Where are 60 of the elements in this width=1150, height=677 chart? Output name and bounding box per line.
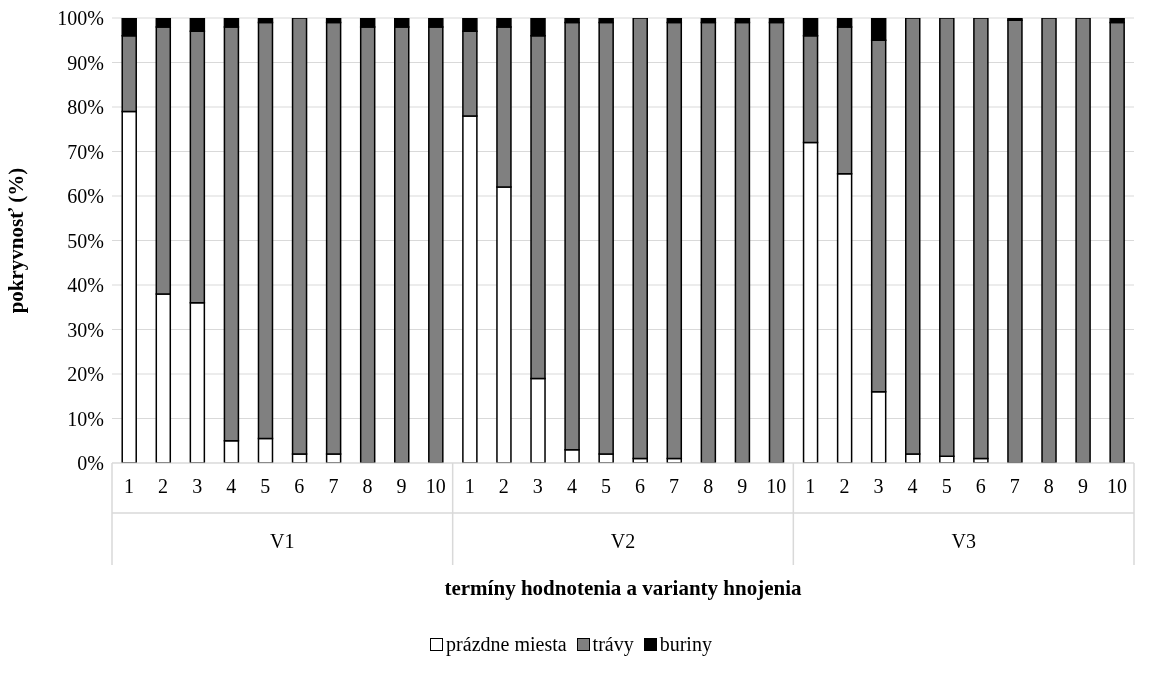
- x-tick-label: 6: [294, 475, 305, 497]
- x-tick-label: 1: [124, 475, 135, 497]
- y-axis-title: pokryvnosť (%): [4, 167, 29, 314]
- x-tick-label: 8: [362, 475, 373, 497]
- bar: [632, 18, 648, 460]
- x-tick-label: 6: [975, 475, 986, 497]
- x-tick-label: 7: [1009, 475, 1020, 497]
- bar: [1041, 18, 1057, 463]
- x-tick-label: 5: [941, 475, 952, 497]
- x-tick-label: 1: [805, 475, 816, 497]
- x-tick-label: 5: [600, 475, 611, 497]
- y-tick-label: 90%: [67, 51, 104, 74]
- bar: [666, 21, 683, 460]
- y-tick-label: 70%: [67, 140, 104, 163]
- x-tick-label: 9: [396, 475, 407, 497]
- y-tick-label: 50%: [67, 229, 104, 252]
- bar: [1007, 19, 1023, 463]
- text: V1: [270, 530, 295, 552]
- x-axis-title: termíny hodnotenia a varianty hnojenia: [444, 576, 802, 600]
- x-tick-label: 9: [737, 475, 748, 497]
- x-tick-label: 8: [703, 475, 714, 497]
- legend-label: buriny: [659, 633, 712, 656]
- x-tick-label: 10: [425, 475, 446, 497]
- y-tick-label: 100%: [57, 7, 104, 30]
- x-tick-label: 10: [766, 475, 787, 497]
- y-tick-label: 20%: [67, 363, 104, 386]
- x-tick-label: 1: [464, 475, 475, 497]
- bar: [1075, 18, 1091, 463]
- x-tick-label: 3: [532, 475, 543, 497]
- x-tick-label: 4: [907, 475, 918, 497]
- x-tick-label: 4: [226, 475, 237, 497]
- x-tick-label: 9: [1077, 475, 1088, 497]
- x-tick-label: 2: [158, 475, 169, 497]
- bar: [768, 21, 785, 463]
- y-tick-label: 60%: [67, 185, 104, 208]
- legend-label: prázdne miesta: [446, 633, 567, 656]
- x-tick-label: 10: [1106, 475, 1127, 497]
- x-tick-label: 7: [328, 475, 339, 497]
- bar: [973, 18, 989, 460]
- y-tick-label: 40%: [67, 274, 104, 297]
- x-tick-label: 5: [260, 475, 271, 497]
- x-tick-label: 3: [192, 475, 203, 497]
- y-tick-label: 10%: [67, 407, 104, 430]
- bar: [700, 21, 717, 463]
- legend-label: trávy: [592, 633, 634, 656]
- bar: [734, 21, 751, 463]
- bar: [939, 18, 955, 458]
- text: V3: [951, 530, 976, 552]
- x-tick-label: 6: [635, 475, 646, 497]
- x-tick-label: 7: [669, 475, 680, 497]
- bar: [1109, 21, 1125, 463]
- y-tick-label: 80%: [67, 96, 104, 119]
- x-tick-label: 2: [839, 475, 850, 497]
- text: V2: [610, 530, 636, 552]
- y-tick-label: 30%: [67, 318, 104, 341]
- x-tick-label: 4: [566, 475, 577, 497]
- x-tick-label: 2: [498, 475, 509, 497]
- x-tick-label: 8: [1043, 475, 1054, 497]
- y-tick-label: 0%: [77, 452, 104, 475]
- x-tick-label: 3: [873, 475, 884, 497]
